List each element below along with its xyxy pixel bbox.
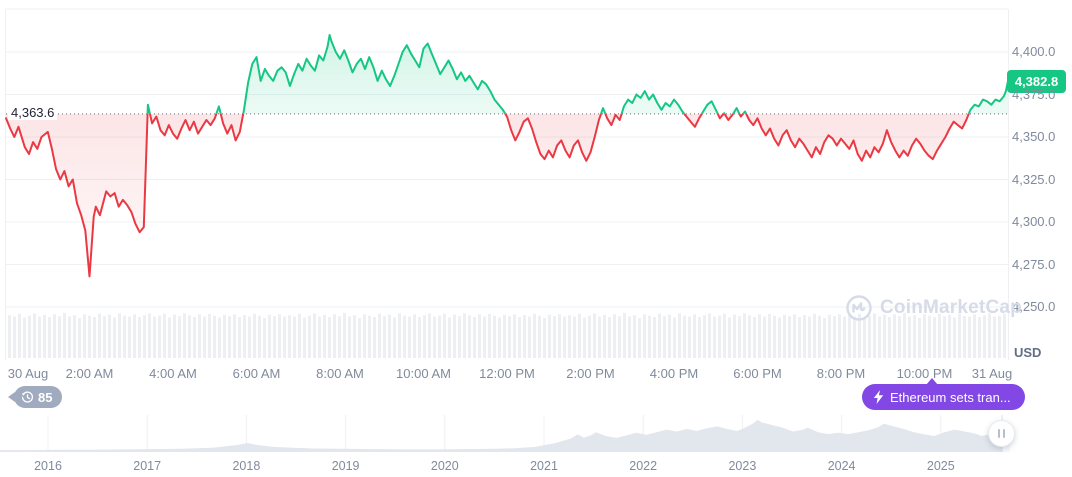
navigator-year-label: 2025: [926, 459, 955, 473]
navigator-year-label: 2024: [827, 459, 856, 473]
coinmarketcap-logo-icon: [846, 295, 872, 321]
y-axis-label: 4,250.0: [1012, 299, 1056, 314]
y-axis-label: 4,325.0: [1012, 171, 1056, 187]
x-axis-label: 10:00 PM: [896, 366, 953, 381]
navigator-year-label: 2023: [728, 459, 757, 473]
y-axis-label: 4,275.0: [1012, 256, 1056, 272]
x-axis-label: 10:00 AM: [396, 366, 451, 381]
current-price-badge: 4,382.8: [1007, 70, 1066, 93]
watchers-badge[interactable]: 85: [14, 386, 63, 408]
x-axis-label: 4:00 PM: [649, 366, 699, 381]
navigator-year-label: 2019: [331, 459, 360, 473]
x-axis-label: 2:00 PM: [566, 366, 615, 381]
navigator-year-label: 2021: [530, 459, 558, 473]
x-axis-label: 6:00 AM: [232, 366, 281, 381]
gridlines: [5, 8, 1009, 360]
watchers-count: 85: [38, 389, 53, 405]
navigator-year-label: 2016: [34, 459, 62, 473]
green-area-fill: [147, 35, 1008, 114]
price-line-red: [5, 113, 970, 278]
clock-history-icon: [21, 390, 33, 403]
y-axis-label: 4,400.0: [1012, 44, 1056, 59]
navigator-chart[interactable]: [0, 415, 1014, 452]
baseline-price-label: 4,363.6: [8, 105, 58, 120]
coinmarketcap-watermark: CoinMarketCap: [846, 295, 1022, 321]
x-axis-label: 30 Aug: [7, 366, 49, 381]
navigator-area: [0, 420, 1010, 452]
lightning-bolt-icon: [873, 390, 884, 404]
navigator-resize-handle[interactable]: [988, 420, 1015, 447]
navigator-year-label: 2018: [232, 459, 261, 473]
navigator-year-label: 2022: [629, 459, 658, 473]
x-axis-label: 6:00 PM: [733, 366, 782, 381]
x-axis-label: 31 Aug: [971, 366, 1013, 381]
y-axis-label: 4,375.0: [1012, 86, 1056, 102]
y-axis-label: 4,350.0: [1012, 129, 1056, 144]
x-axis-label: 8:00 AM: [316, 366, 364, 381]
y-axis-unit-label: USD: [1014, 345, 1042, 360]
red-area-fill: [6, 113, 1008, 277]
x-axis-label: 4:00 AM: [149, 366, 197, 381]
x-axis-label: 12:00 PM: [479, 366, 535, 381]
x-axis-label: 2:00 AM: [65, 366, 114, 381]
navigator-year-label: 2017: [133, 459, 162, 473]
y-axis-label: 4,300.0: [1012, 214, 1056, 229]
volume-bars: [8, 312, 1006, 358]
watermark-text: CoinMarketCap: [880, 297, 1022, 318]
news-event-text: Ethereum sets tran...: [890, 389, 1011, 405]
news-event-badge[interactable]: Ethereum sets tran...: [862, 378, 1025, 410]
x-axis-label: 8:00 PM: [816, 366, 866, 381]
navigator-year-label: 2020: [430, 459, 459, 473]
